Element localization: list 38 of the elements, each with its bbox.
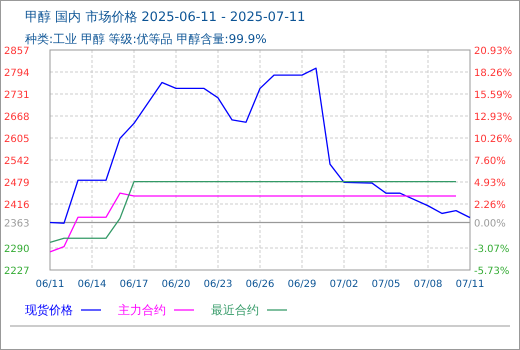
y-tick-label: 2227 — [4, 266, 30, 277]
x-tick-label: 07/02 — [330, 279, 358, 290]
x-tick-label: 06/11 — [36, 279, 64, 290]
y2-tick-label: 15.59% — [474, 90, 512, 102]
y2-tick-label: -5.73% — [474, 266, 510, 277]
legend-label: 主力合约 — [118, 303, 166, 317]
x-tick-label: 07/11 — [456, 279, 484, 290]
y2-tick-label: 10.26% — [474, 134, 512, 146]
y-tick-label: 2363 — [4, 218, 30, 230]
y-tick-label: 2290 — [4, 244, 30, 255]
y2-tick-label: 0.00% — [474, 218, 506, 230]
chart-title: 甲醇 国内 市场价格 2025-06-11 - 2025-07-11 — [25, 10, 306, 25]
y2-tick-label: 4.93% — [474, 178, 506, 190]
y2-tick-label: -3.07% — [474, 244, 510, 256]
x-tick-label: 06/14 — [78, 279, 106, 290]
x-tick-label: 07/08 — [414, 279, 442, 290]
x-tick-label: 06/26 — [246, 279, 274, 290]
y2-tick-label: 18.26% — [474, 68, 512, 80]
y2-tick-label: 2.26% — [474, 200, 506, 212]
y-tick-label: 2542 — [4, 156, 30, 167]
chart-subtitle: 种类:工业 甲醇 等级:优等品 甲醇含量:99.9% — [25, 32, 267, 46]
y-tick-label: 2794 — [4, 68, 30, 79]
y2-tick-label: 20.93% — [474, 46, 512, 57]
y-tick-label: 2857 — [4, 46, 30, 57]
x-tick-label: 06/29 — [288, 279, 316, 290]
x-tick-label: 06/23 — [204, 279, 232, 290]
x-tick-label: 06/20 — [162, 279, 190, 290]
y-tick-label: 2668 — [4, 112, 30, 123]
y2-tick-label: 12.93% — [474, 112, 512, 124]
y-tick-label: 2731 — [4, 90, 30, 101]
y-tick-label: 2605 — [4, 134, 30, 145]
y2-tick-label: 7.60% — [474, 156, 506, 167]
legend-label: 现货价格 — [25, 303, 73, 317]
y-tick-label: 2416 — [4, 200, 30, 211]
x-tick-label: 06/17 — [120, 279, 148, 290]
legend-label: 最近合约 — [211, 303, 259, 317]
y-tick-label: 2479 — [4, 178, 30, 189]
x-tick-label: 07/05 — [372, 279, 400, 290]
